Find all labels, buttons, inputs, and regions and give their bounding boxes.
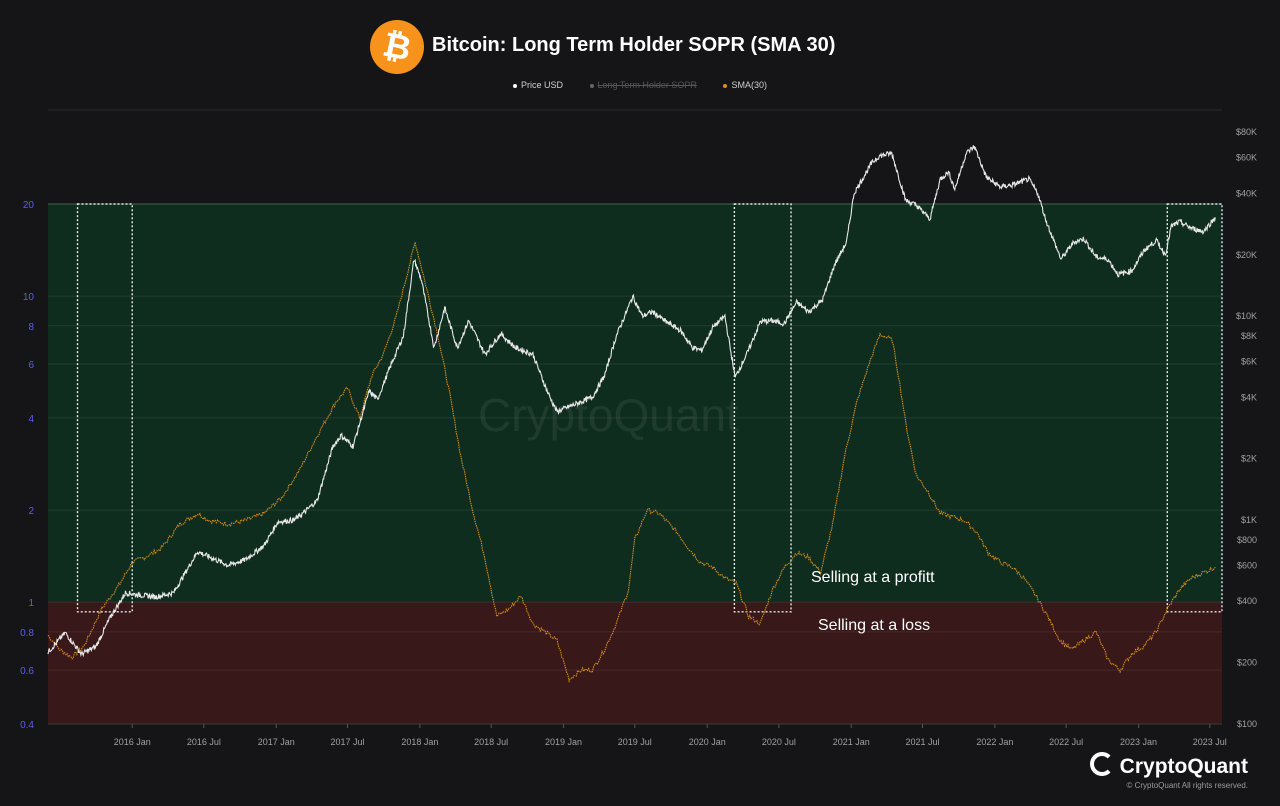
x-axis-tick-label: 2016 Jan (114, 737, 151, 747)
legend-item-lth-sopr[interactable]: Long Term Holder SOPR (589, 80, 697, 90)
left-axis-tick-label: 0.8 (20, 628, 34, 639)
legend-dot (589, 83, 594, 88)
cryptoquant-logo-icon (1089, 752, 1114, 776)
right-axis-tick-label: $800 (1237, 535, 1257, 545)
left-axis-tick-label: 0.4 (20, 720, 34, 731)
x-axis-tick-label: 2018 Jul (474, 737, 508, 747)
right-axis-tick-label: $4K (1241, 392, 1257, 402)
x-axis-tick-label: 2020 Jan (689, 737, 726, 747)
right-axis-tick-label: $100 (1237, 719, 1257, 729)
left-axis-tick-label: 4 (28, 414, 34, 425)
x-axis-tick-label: 2019 Jul (618, 737, 652, 747)
chart-header: ₿ Bitcoin: Long Term Holder SOPR (SMA 30… (0, 0, 1280, 110)
right-axis-tick-label: $200 (1237, 658, 1257, 668)
right-axis-tick-label: $1K (1241, 515, 1257, 525)
right-axis-tick-label: $600 (1237, 560, 1257, 570)
right-axis-tick-label: $20K (1236, 250, 1257, 260)
right-axis-tick-label: $6K (1241, 356, 1257, 366)
watermark: CryptoQuant (478, 389, 739, 441)
brand-name: CryptoQuant (1119, 755, 1248, 778)
x-axis-tick-label: 2023 Jul (1193, 737, 1227, 747)
right-axis-tick-label: $8K (1241, 331, 1257, 341)
left-axis-tick-label: 20 (23, 200, 35, 211)
legend-label: SMA(30) (731, 80, 767, 90)
zone-label-loss: Selling at a loss (818, 617, 930, 634)
x-axis-tick-label: 2020 Jul (762, 737, 796, 747)
legend-label: Price USD (521, 80, 564, 90)
left-axis-tick-label: 2 (28, 506, 34, 517)
zone-label-profit: Selling at a profitt (811, 569, 935, 586)
right-axis-tick-label: $400 (1237, 596, 1257, 606)
right-axis-tick-label: $80K (1236, 127, 1257, 137)
right-axis-tick-label: $2K (1241, 454, 1257, 464)
left-axis-tick-label: 8 (28, 322, 34, 333)
sma30-line (47, 241, 1216, 683)
loss-zone (48, 602, 1222, 724)
price-line (47, 145, 1216, 658)
highlight-period-box (76, 203, 133, 613)
x-axis-tick-label: 2021 Jan (833, 737, 870, 747)
x-axis-tick-label: 2017 Jul (330, 737, 364, 747)
legend-item-price[interactable]: Price USD (513, 80, 563, 90)
x-axis-tick-label: 2016 Jul (187, 737, 221, 747)
left-axis-tick-label: 0.6 (20, 666, 34, 677)
legend-label: Long Term Holder SOPR (597, 80, 697, 90)
x-axis-tick-label: 2017 Jan (258, 737, 295, 747)
chart-legend: Price USD Long Term Holder SOPR SMA(30) (0, 80, 1280, 90)
x-axis-tick-label: 2021 Jul (905, 737, 939, 747)
profit-zone (48, 204, 1222, 603)
x-axis-tick-label: 2022 Jul (1049, 737, 1083, 747)
legend-dot (723, 83, 728, 88)
left-axis-tick-label: 10 (23, 292, 35, 303)
highlight-period-box (733, 203, 792, 613)
legend-item-sma30[interactable]: SMA(30) (723, 80, 767, 90)
legend-dot (513, 83, 518, 88)
brand-logo: CryptoQuant (1089, 752, 1248, 779)
left-axis-tick-label: 6 (28, 360, 34, 371)
chart-title: Bitcoin: Long Term Holder SOPR (SMA 30) (432, 34, 836, 56)
right-axis-tick-label: $60K (1236, 152, 1257, 162)
right-axis-tick-label: $10K (1236, 311, 1257, 321)
left-axis-tick-label: 1 (28, 598, 34, 609)
x-axis-tick-label: 2019 Jan (545, 737, 582, 747)
right-axis-tick-label: $40K (1236, 188, 1257, 198)
x-axis-tick-label: 2023 Jan (1120, 737, 1157, 747)
highlight-period-box (1166, 203, 1223, 613)
copyright-text: © CryptoQuant All rights reserved. (1126, 781, 1249, 790)
x-axis-tick-label: 2018 Jan (401, 737, 438, 747)
x-axis-tick-label: 2022 Jan (976, 737, 1013, 747)
